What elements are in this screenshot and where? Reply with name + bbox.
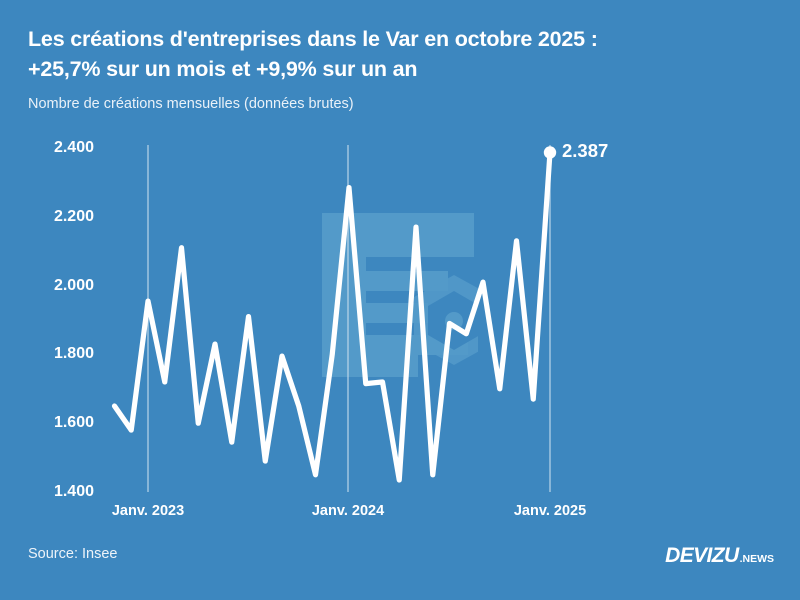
last-point-marker xyxy=(543,146,557,159)
y-tick-label: 1.600 xyxy=(53,414,94,432)
y-tick-label: 1.400 xyxy=(53,483,94,500)
page-title: Les créations d'entreprises dans le Var … xyxy=(28,27,598,81)
logo-suffix: .NEWS xyxy=(739,553,774,565)
y-tick-label: 2.200 xyxy=(53,207,94,225)
data-series-line xyxy=(111,149,553,483)
x-axis-ticks: Janv. 2023 Janv. 2024 Janv. 2025 xyxy=(0,125,800,520)
source-note: Source: Insee xyxy=(28,546,118,562)
logo-wordmark: DEVIZU xyxy=(665,544,739,567)
line-chart: 2.400 2.200 2.000 1.800 1.600 1.400 Janv… xyxy=(0,125,800,520)
y-axis-ticks: 2.400 2.200 2.000 1.800 1.600 1.400 xyxy=(0,125,94,520)
x-tick-label: Janv. 2025 xyxy=(513,503,587,519)
devizu-logo: DEVIZU .NEWS xyxy=(665,544,774,568)
y-tick-label: 1.800 xyxy=(53,345,94,363)
x-tick-label: Janv. 2024 xyxy=(311,503,385,519)
y-tick-label: 2.000 xyxy=(53,276,94,294)
y-tick-label: 2.400 xyxy=(53,139,94,156)
last-value-annotation: 2.387 xyxy=(562,140,609,162)
header: Les créations d'entreprises dans le Var … xyxy=(28,24,768,114)
chart-subtitle: Nombre de créations mensuelles (données … xyxy=(28,96,354,112)
chart-plot-svg xyxy=(111,145,557,492)
footer: Source: Insee DEVIZU .NEWS xyxy=(0,524,800,600)
x-tick-label: Janv. 2023 xyxy=(111,503,185,519)
